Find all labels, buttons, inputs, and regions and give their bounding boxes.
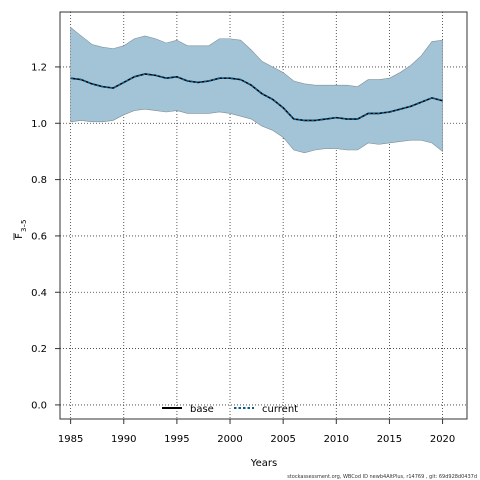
legend-label-base: base xyxy=(190,404,214,415)
y-axis-label-sub: 3–5 xyxy=(20,220,28,232)
x-axis: 1985 1990 1995 2000 2005 2010 2015 2020 xyxy=(58,419,455,445)
legend-label-current: current xyxy=(262,404,298,415)
footer-caption: stockassessment.org, WBCod ID newb4AltPl… xyxy=(287,474,477,480)
y-tick-label: 1.2 xyxy=(31,62,47,73)
plot-frame xyxy=(59,11,468,420)
x-tick-label: 1995 xyxy=(164,434,189,445)
x-tick-label: 1985 xyxy=(58,434,83,445)
y-axis: 0.0 0.2 0.4 0.6 0.8 1.0 1.2 xyxy=(31,62,60,411)
series-line-current xyxy=(70,73,443,122)
series-lines xyxy=(70,73,443,122)
y-tick-label: 0.0 xyxy=(31,400,47,411)
x-tick-label: 1990 xyxy=(111,434,136,445)
x-tick-label: 2015 xyxy=(377,434,402,445)
x-tick-label: 2005 xyxy=(270,434,295,445)
x-tick-label: 2000 xyxy=(217,434,242,445)
x-tick-label: 2010 xyxy=(324,434,349,445)
x-tick-label: 2020 xyxy=(430,434,455,445)
x-axis-label: Years xyxy=(250,458,277,469)
y-tick-label: 0.2 xyxy=(31,344,47,355)
y-axis-label: F 3–5 xyxy=(13,220,28,240)
y-tick-label: 0.4 xyxy=(31,288,47,299)
y-axis-label-main: F xyxy=(14,233,25,239)
y-tick-label: 0.8 xyxy=(31,175,47,186)
y-tick-label: 1.0 xyxy=(31,119,47,130)
y-tick-label: 0.6 xyxy=(31,231,47,242)
legend: base current xyxy=(162,404,298,415)
